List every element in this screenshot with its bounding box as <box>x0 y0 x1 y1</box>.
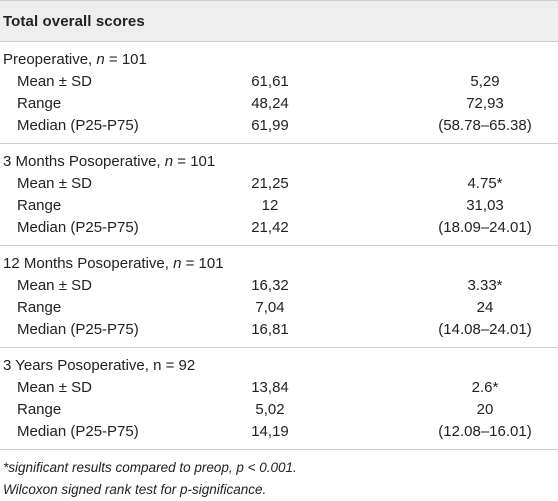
row-label: Median (P25-P75) <box>17 117 139 134</box>
table-row: Range 48,24 72,93 <box>0 93 558 115</box>
section-title-text: 12 Months Posoperative, <box>3 255 174 272</box>
section-title: 3 Months Posoperative, n = 101 <box>0 151 558 173</box>
row-value-2: (12.08–16.01) <box>438 423 532 440</box>
section-title: 3 Years Posoperative, n = 92 <box>0 355 558 377</box>
row-value-2: 20 <box>476 401 494 418</box>
table-header: Total overall scores <box>0 0 558 42</box>
section-title-text: 3 Months Posoperative, <box>3 153 165 170</box>
section-title-count: = 101 <box>173 153 216 170</box>
row-value-1: 14,19 <box>251 423 289 440</box>
row-value-2: (18.09–24.01) <box>438 219 532 236</box>
section-title: 12 Months Posoperative, n = 101 <box>0 253 558 275</box>
row-label: Mean ± SD <box>17 277 92 294</box>
row-label: Median (P25-P75) <box>17 423 139 440</box>
section-12-months: 12 Months Posoperative, n = 101 Mean ± S… <box>0 246 558 348</box>
row-value-2: 72,93 <box>466 95 504 112</box>
section-title-count: = 101 <box>181 255 224 272</box>
table-row: Median (P25-P75) 21,42 (18.09–24.01) <box>0 217 558 239</box>
section-title-text: Preoperative, <box>3 51 97 68</box>
table-row: Median (P25-P75) 16,81 (14.08–24.01) <box>0 319 558 341</box>
row-value-1: 16,32 <box>251 277 289 294</box>
footnote-test: Wilcoxon signed rank test for p-signific… <box>3 482 267 497</box>
row-value-1: 7,04 <box>255 299 285 316</box>
row-value-2: 31,03 <box>466 197 504 214</box>
table-row: Median (P25-P75) 14,19 (12.08–16.01) <box>0 421 558 443</box>
row-value-2: (58.78–65.38) <box>438 117 532 134</box>
table-row: Mean ± SD 16,32 3.33* <box>0 275 558 297</box>
row-value-1: 13,84 <box>251 379 289 396</box>
row-value-1: 61,99 <box>251 117 289 134</box>
table-row: Median (P25-P75) 61,99 (58.78–65.38) <box>0 115 558 137</box>
row-value-2: 24 <box>476 299 494 316</box>
row-label: Mean ± SD <box>17 73 92 90</box>
table-header-title: Total overall scores <box>3 12 145 30</box>
row-label: Mean ± SD <box>17 379 92 396</box>
row-label: Range <box>17 401 62 418</box>
row-value-2: 2.6* <box>471 379 499 396</box>
section-title-n: n <box>164 153 174 170</box>
section-preoperative: Preoperative, n = 101 Mean ± SD 61,61 5,… <box>0 42 558 144</box>
row-value-1: 48,24 <box>251 95 289 112</box>
row-label: Median (P25-P75) <box>17 219 139 236</box>
section-3-months: 3 Months Posoperative, n = 101 Mean ± SD… <box>0 144 558 246</box>
row-label: Range <box>17 197 62 214</box>
table-row: Range 7,04 24 <box>0 297 558 319</box>
row-value-1: 21,42 <box>251 219 289 236</box>
table-row: Mean ± SD 13,84 2.6* <box>0 377 558 399</box>
section-title: Preoperative, n = 101 <box>0 49 558 71</box>
row-label: Range <box>17 95 62 112</box>
table-row: Range 12 31,03 <box>0 195 558 217</box>
row-value-1: 5,02 <box>255 401 285 418</box>
section-title-n: n <box>96 51 105 68</box>
table-row: Mean ± SD 21,25 4.75* <box>0 173 558 195</box>
table-footnotes: *significant results compared to preop, … <box>0 450 558 501</box>
row-value-2: 5,29 <box>470 73 500 90</box>
row-value-2: 3.33* <box>467 277 503 294</box>
row-value-1: 16,81 <box>251 321 289 338</box>
row-value-1: 12 <box>261 197 279 214</box>
section-title-n: n <box>173 255 182 272</box>
section-3-years: 3 Years Posoperative, n = 92 Mean ± SD 1… <box>0 348 558 450</box>
row-label: Median (P25-P75) <box>17 321 139 338</box>
footnote-significance: *significant results compared to preop, … <box>3 460 297 475</box>
row-label: Mean ± SD <box>17 175 92 192</box>
table-row: Mean ± SD 61,61 5,29 <box>0 71 558 93</box>
row-value-2: (14.08–24.01) <box>438 321 532 338</box>
row-value-1: 61,61 <box>251 73 289 90</box>
row-value-2: 4.75* <box>467 175 503 192</box>
table-row: Range 5,02 20 <box>0 399 558 421</box>
row-label: Range <box>17 299 62 316</box>
section-title-text: 3 Years Posoperative, n = 92 <box>3 357 196 374</box>
section-title-count: = 101 <box>104 51 147 68</box>
row-value-1: 21,25 <box>251 175 289 192</box>
